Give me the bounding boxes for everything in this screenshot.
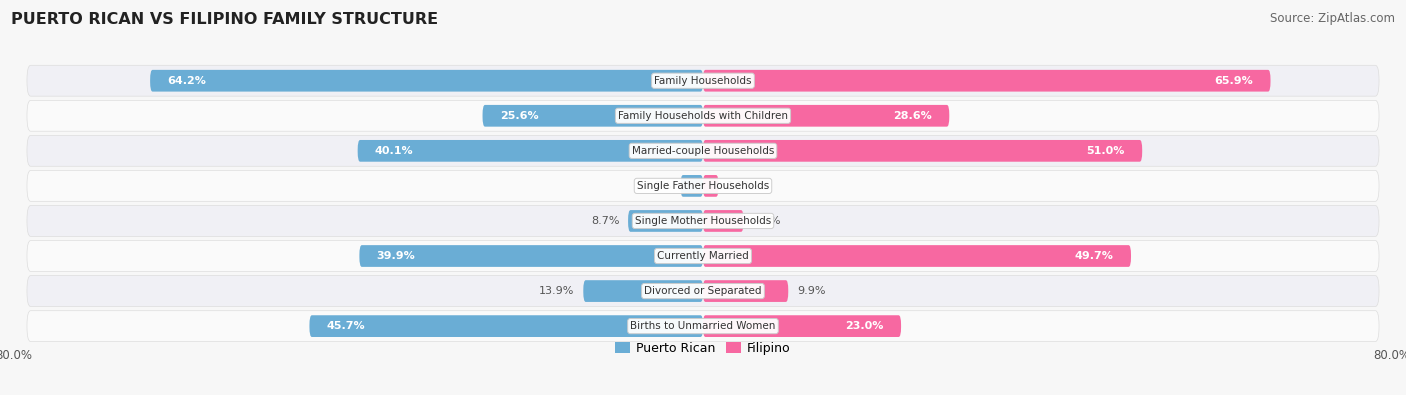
Text: 4.7%: 4.7% xyxy=(752,216,780,226)
FancyBboxPatch shape xyxy=(681,175,703,197)
Text: Source: ZipAtlas.com: Source: ZipAtlas.com xyxy=(1270,12,1395,25)
Text: 39.9%: 39.9% xyxy=(377,251,415,261)
FancyBboxPatch shape xyxy=(27,311,1379,342)
FancyBboxPatch shape xyxy=(150,70,703,92)
FancyBboxPatch shape xyxy=(703,105,949,127)
FancyBboxPatch shape xyxy=(482,105,703,127)
FancyBboxPatch shape xyxy=(583,280,703,302)
FancyBboxPatch shape xyxy=(27,65,1379,96)
Text: 40.1%: 40.1% xyxy=(375,146,413,156)
FancyBboxPatch shape xyxy=(27,100,1379,131)
Text: 49.7%: 49.7% xyxy=(1076,251,1114,261)
Text: Married-couple Households: Married-couple Households xyxy=(631,146,775,156)
Text: Single Father Households: Single Father Households xyxy=(637,181,769,191)
FancyBboxPatch shape xyxy=(357,140,703,162)
FancyBboxPatch shape xyxy=(703,175,718,197)
Text: 51.0%: 51.0% xyxy=(1087,146,1125,156)
Text: 25.6%: 25.6% xyxy=(499,111,538,121)
FancyBboxPatch shape xyxy=(27,276,1379,307)
FancyBboxPatch shape xyxy=(360,245,703,267)
Text: 45.7%: 45.7% xyxy=(326,321,366,331)
Legend: Puerto Rican, Filipino: Puerto Rican, Filipino xyxy=(610,337,796,360)
FancyBboxPatch shape xyxy=(703,70,1271,92)
Text: Single Mother Households: Single Mother Households xyxy=(636,216,770,226)
FancyBboxPatch shape xyxy=(628,210,703,232)
Text: 23.0%: 23.0% xyxy=(845,321,884,331)
FancyBboxPatch shape xyxy=(703,280,789,302)
Text: Divorced or Separated: Divorced or Separated xyxy=(644,286,762,296)
Text: 9.9%: 9.9% xyxy=(797,286,825,296)
Text: PUERTO RICAN VS FILIPINO FAMILY STRUCTURE: PUERTO RICAN VS FILIPINO FAMILY STRUCTUR… xyxy=(11,12,439,27)
FancyBboxPatch shape xyxy=(703,140,1142,162)
FancyBboxPatch shape xyxy=(27,241,1379,271)
Text: Currently Married: Currently Married xyxy=(657,251,749,261)
FancyBboxPatch shape xyxy=(27,171,1379,201)
FancyBboxPatch shape xyxy=(309,315,703,337)
FancyBboxPatch shape xyxy=(703,245,1130,267)
Text: 64.2%: 64.2% xyxy=(167,76,207,86)
Text: 2.6%: 2.6% xyxy=(644,181,672,191)
Text: Births to Unmarried Women: Births to Unmarried Women xyxy=(630,321,776,331)
FancyBboxPatch shape xyxy=(27,135,1379,166)
Text: 28.6%: 28.6% xyxy=(893,111,932,121)
Text: Family Households with Children: Family Households with Children xyxy=(619,111,787,121)
Text: 65.9%: 65.9% xyxy=(1215,76,1253,86)
Text: Family Households: Family Households xyxy=(654,76,752,86)
Text: 1.8%: 1.8% xyxy=(727,181,755,191)
FancyBboxPatch shape xyxy=(703,315,901,337)
FancyBboxPatch shape xyxy=(703,210,744,232)
Text: 8.7%: 8.7% xyxy=(591,216,620,226)
Text: 13.9%: 13.9% xyxy=(540,286,575,296)
FancyBboxPatch shape xyxy=(27,205,1379,236)
